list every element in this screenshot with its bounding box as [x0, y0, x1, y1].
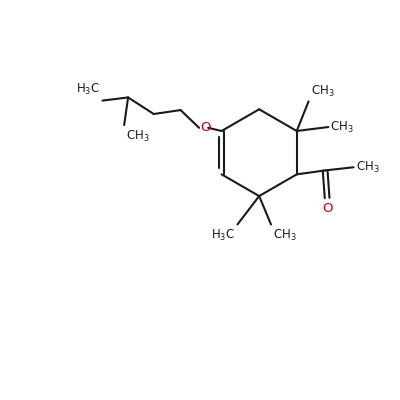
Text: H$_3$C: H$_3$C — [76, 82, 100, 97]
Text: O: O — [322, 202, 332, 215]
Text: O: O — [200, 121, 210, 134]
Text: H$_3$C: H$_3$C — [211, 228, 236, 244]
Text: CH$_3$: CH$_3$ — [273, 228, 297, 244]
Text: CH$_3$: CH$_3$ — [310, 84, 334, 100]
Text: CH$_3$: CH$_3$ — [330, 120, 354, 134]
Text: CH$_3$: CH$_3$ — [356, 160, 379, 175]
Text: CH$_3$: CH$_3$ — [126, 129, 150, 144]
